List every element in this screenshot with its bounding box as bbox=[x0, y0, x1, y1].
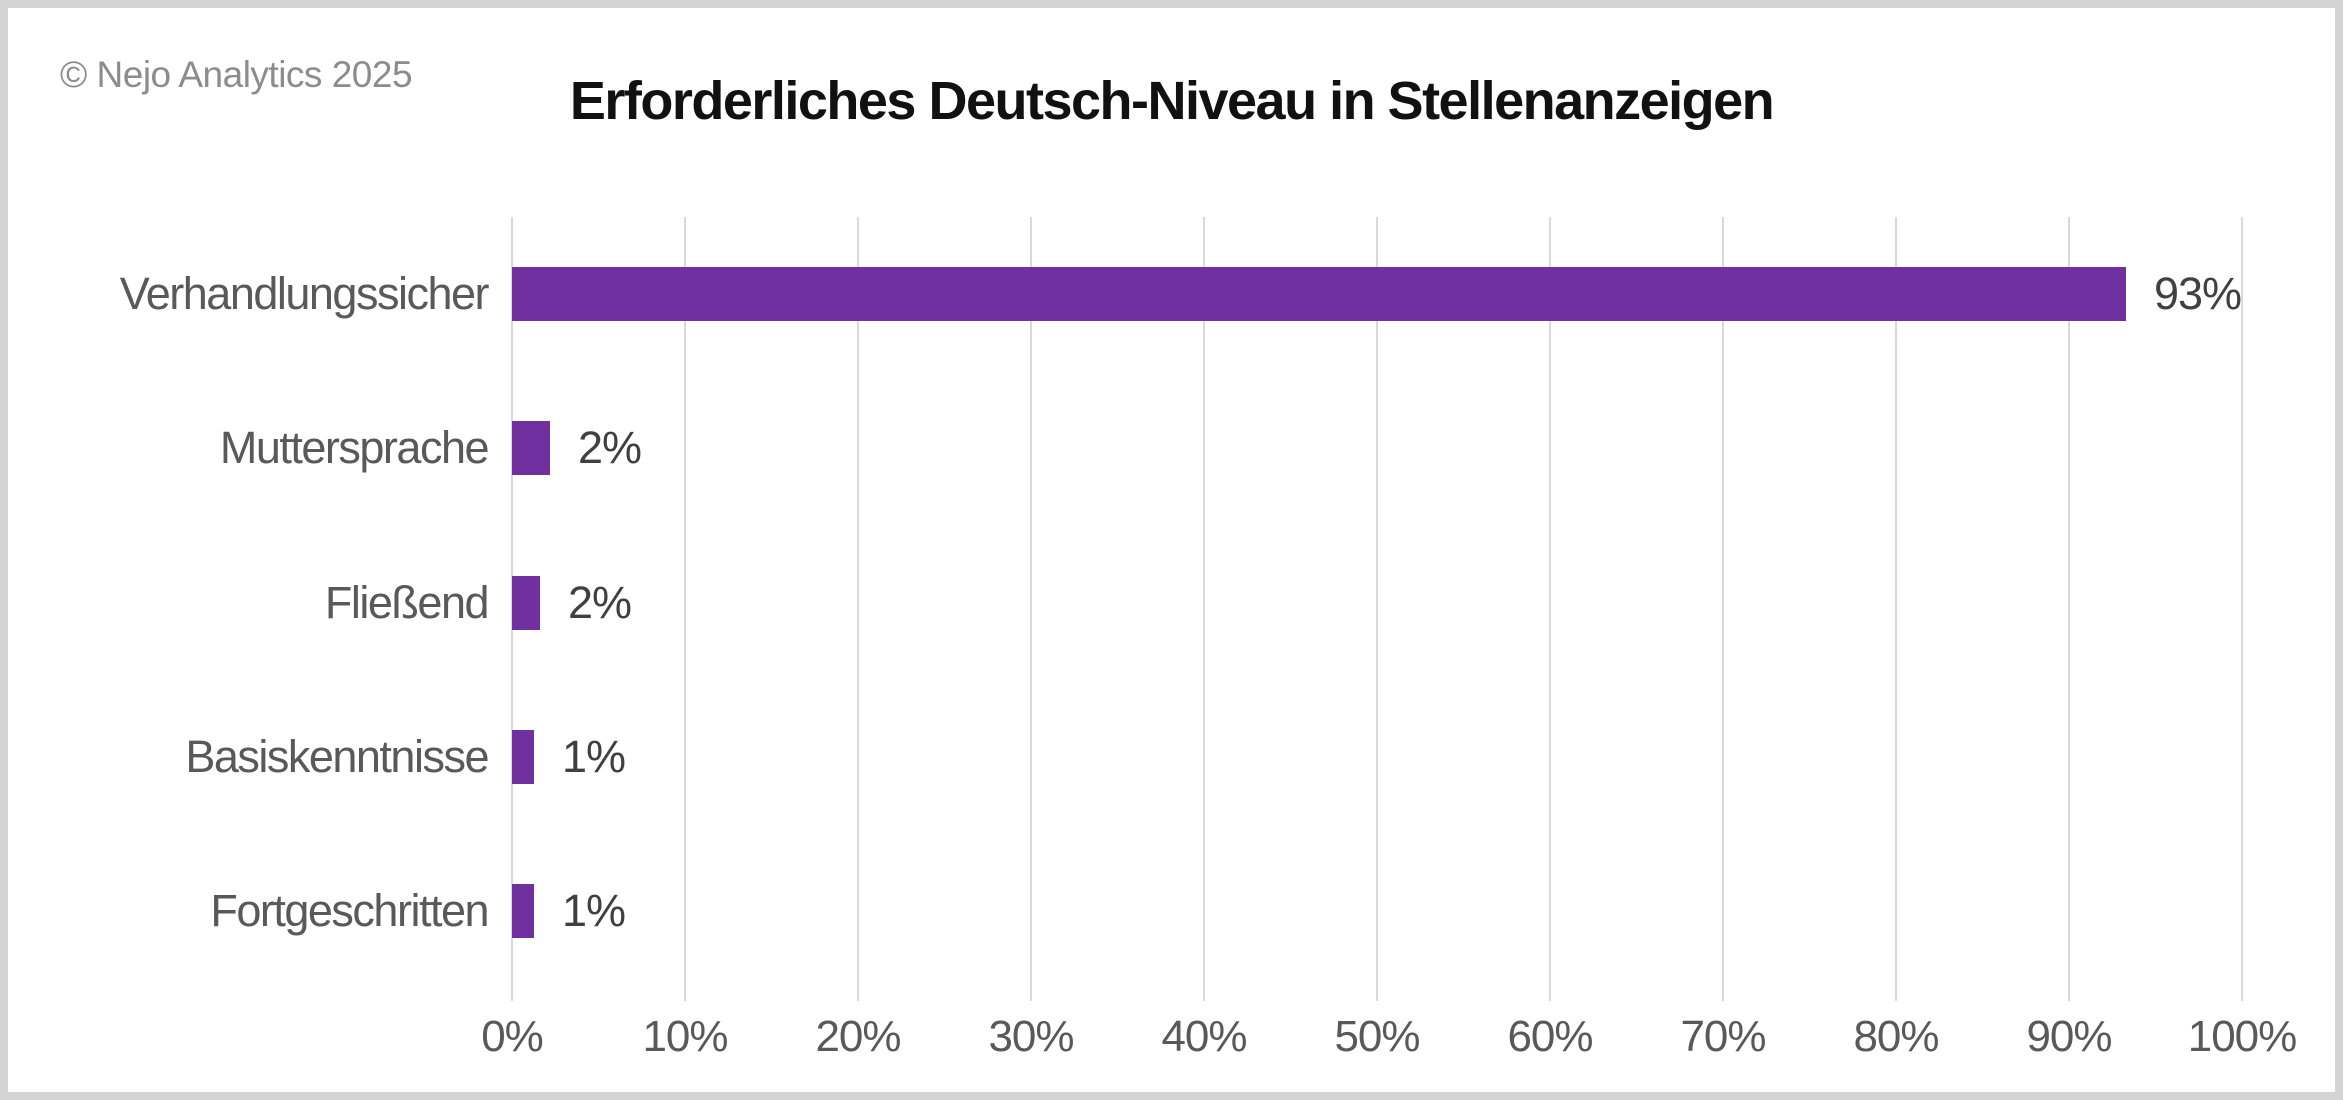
gridline bbox=[1376, 217, 1378, 988]
gridline bbox=[684, 217, 686, 988]
x-tick-label: 80% bbox=[1853, 1012, 1939, 1061]
gridline bbox=[1895, 217, 1897, 988]
x-tick-label: 10% bbox=[642, 1012, 728, 1061]
x-tick-label: 30% bbox=[988, 1012, 1074, 1061]
tick-mark bbox=[1722, 988, 1724, 1001]
bar bbox=[512, 576, 540, 630]
tick-mark bbox=[1549, 988, 1551, 1001]
x-tick-label: 70% bbox=[1680, 1012, 1766, 1061]
value-label: 93% bbox=[2154, 268, 2242, 319]
gridline bbox=[2068, 217, 2070, 988]
tick-mark bbox=[684, 988, 686, 1001]
value-label: 1% bbox=[562, 885, 626, 936]
gridline bbox=[857, 217, 859, 988]
x-tick-label: 60% bbox=[1507, 1012, 1593, 1061]
x-tick-label: 20% bbox=[815, 1012, 901, 1061]
tick-mark bbox=[1895, 988, 1897, 1001]
category-label: Verhandlungssicher bbox=[119, 268, 490, 319]
x-tick-label: 100% bbox=[2187, 1012, 2298, 1061]
x-tick-label: 90% bbox=[2026, 1012, 2112, 1061]
tick-mark bbox=[2241, 988, 2243, 1001]
tick-mark bbox=[1203, 988, 1205, 1001]
chart-title: Erforderliches Deutsch-Niveau in Stellen… bbox=[569, 71, 1775, 131]
bar bbox=[512, 730, 534, 784]
bar bbox=[512, 267, 2126, 321]
tick-mark bbox=[857, 988, 859, 1001]
x-tick-label: 0% bbox=[481, 1012, 544, 1061]
gridline bbox=[1203, 217, 1205, 988]
category-label: Muttersprache bbox=[219, 422, 490, 473]
bar bbox=[512, 884, 534, 938]
tick-mark bbox=[2068, 988, 2070, 1001]
gridline bbox=[1030, 217, 1032, 988]
gridline bbox=[1549, 217, 1551, 988]
category-label: Fortgeschritten bbox=[210, 885, 489, 936]
x-tick-label: 40% bbox=[1161, 1012, 1247, 1061]
value-label: 1% bbox=[562, 731, 626, 782]
tick-mark bbox=[1376, 988, 1378, 1001]
x-tick-label: 50% bbox=[1334, 1012, 1420, 1061]
tick-mark bbox=[511, 988, 513, 1001]
value-label: 2% bbox=[568, 577, 632, 628]
tick-mark bbox=[1030, 988, 1032, 1001]
gridline bbox=[2241, 217, 2243, 988]
gridline bbox=[1722, 217, 1724, 988]
category-label: Basiskenntnisse bbox=[185, 731, 489, 782]
bar bbox=[512, 421, 550, 475]
value-label: 2% bbox=[578, 422, 642, 473]
category-label: Fließend bbox=[324, 577, 490, 628]
copyright-text: © Nejo Analytics 2025 bbox=[60, 54, 413, 95]
